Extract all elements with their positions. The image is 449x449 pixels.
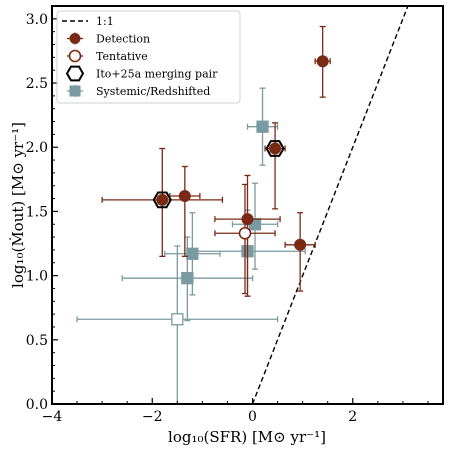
y-tick-label-2: 1.0	[26, 269, 48, 285]
legend-label-2: Tentative	[96, 50, 148, 63]
merging-pair-marker-1	[152, 191, 172, 209]
legend-detection-marker	[69, 33, 81, 44]
legend-label-1: Detection	[96, 33, 150, 46]
legend-label-0: 1:1	[96, 15, 114, 28]
detection-point-1-marker	[316, 55, 329, 68]
x-tick-label-2: 0	[248, 409, 257, 425]
y-tick-label-5: 2.5	[26, 76, 48, 92]
y-tick-label-6: 3.0	[26, 12, 48, 28]
x-tick-label-0: −4	[42, 409, 63, 425]
legend-systemic-marker	[69, 85, 81, 97]
systemic-point-5-marker	[181, 272, 194, 285]
axes: −4 −2 0 2 0.0 0.5 1.0 1.5 2.0 2.5 3.0	[26, 12, 429, 425]
y-tick-label-1: 0.5	[26, 333, 48, 349]
systemic-point-4-marker	[186, 247, 199, 260]
systemic-point-6-marker	[171, 313, 184, 326]
legend-label-4: Systemic/Redshifted	[96, 85, 210, 98]
legend-tentative-marker	[68, 49, 82, 63]
y-tick-label-4: 2.0	[26, 140, 48, 156]
detection-point-3-marker	[156, 193, 169, 206]
tentative-point-1-marker	[238, 226, 252, 240]
x-axis-label: log₁₀(SFR) [M⊙ yr⁻¹]	[168, 428, 326, 446]
legend-box	[56, 10, 241, 104]
detection-point-4-marker	[241, 213, 254, 226]
y-axis-label: log₁₀(Ṁout) [M⊙ yr⁻¹]	[9, 122, 27, 288]
systemic-point-1-marker	[256, 120, 269, 133]
legend-label-3: Ito+25a merging pair	[96, 68, 218, 81]
detection-point-2-marker	[178, 190, 191, 203]
detection-point-6-marker	[269, 142, 282, 155]
reference-line-1-to-1	[251, 6, 409, 404]
merging-pair-marker-2	[265, 140, 285, 157]
plot-area	[76, 6, 409, 404]
x-tick-label-3: 2	[348, 409, 357, 425]
legend: 1:1 Detection Tentative Ito+25a merging pai…	[56, 10, 241, 104]
legend-pair-marker	[65, 65, 85, 82]
detection-point-5-marker	[294, 238, 307, 251]
y-tick-label-0: 0.0	[26, 397, 48, 413]
plot-frame	[51, 5, 444, 405]
y-tick-label-3: 1.5	[26, 204, 48, 220]
x-tick-label-1: −2	[142, 409, 163, 425]
